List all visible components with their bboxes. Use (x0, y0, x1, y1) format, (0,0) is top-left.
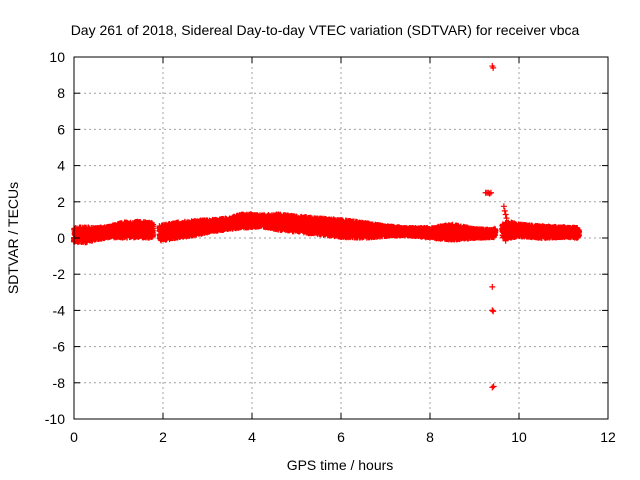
data-point (150, 231, 157, 238)
data-point (150, 225, 157, 232)
data-layer (70, 63, 583, 391)
chart-title: Day 261 of 2018, Sidereal Day-to-day VTE… (71, 22, 580, 38)
